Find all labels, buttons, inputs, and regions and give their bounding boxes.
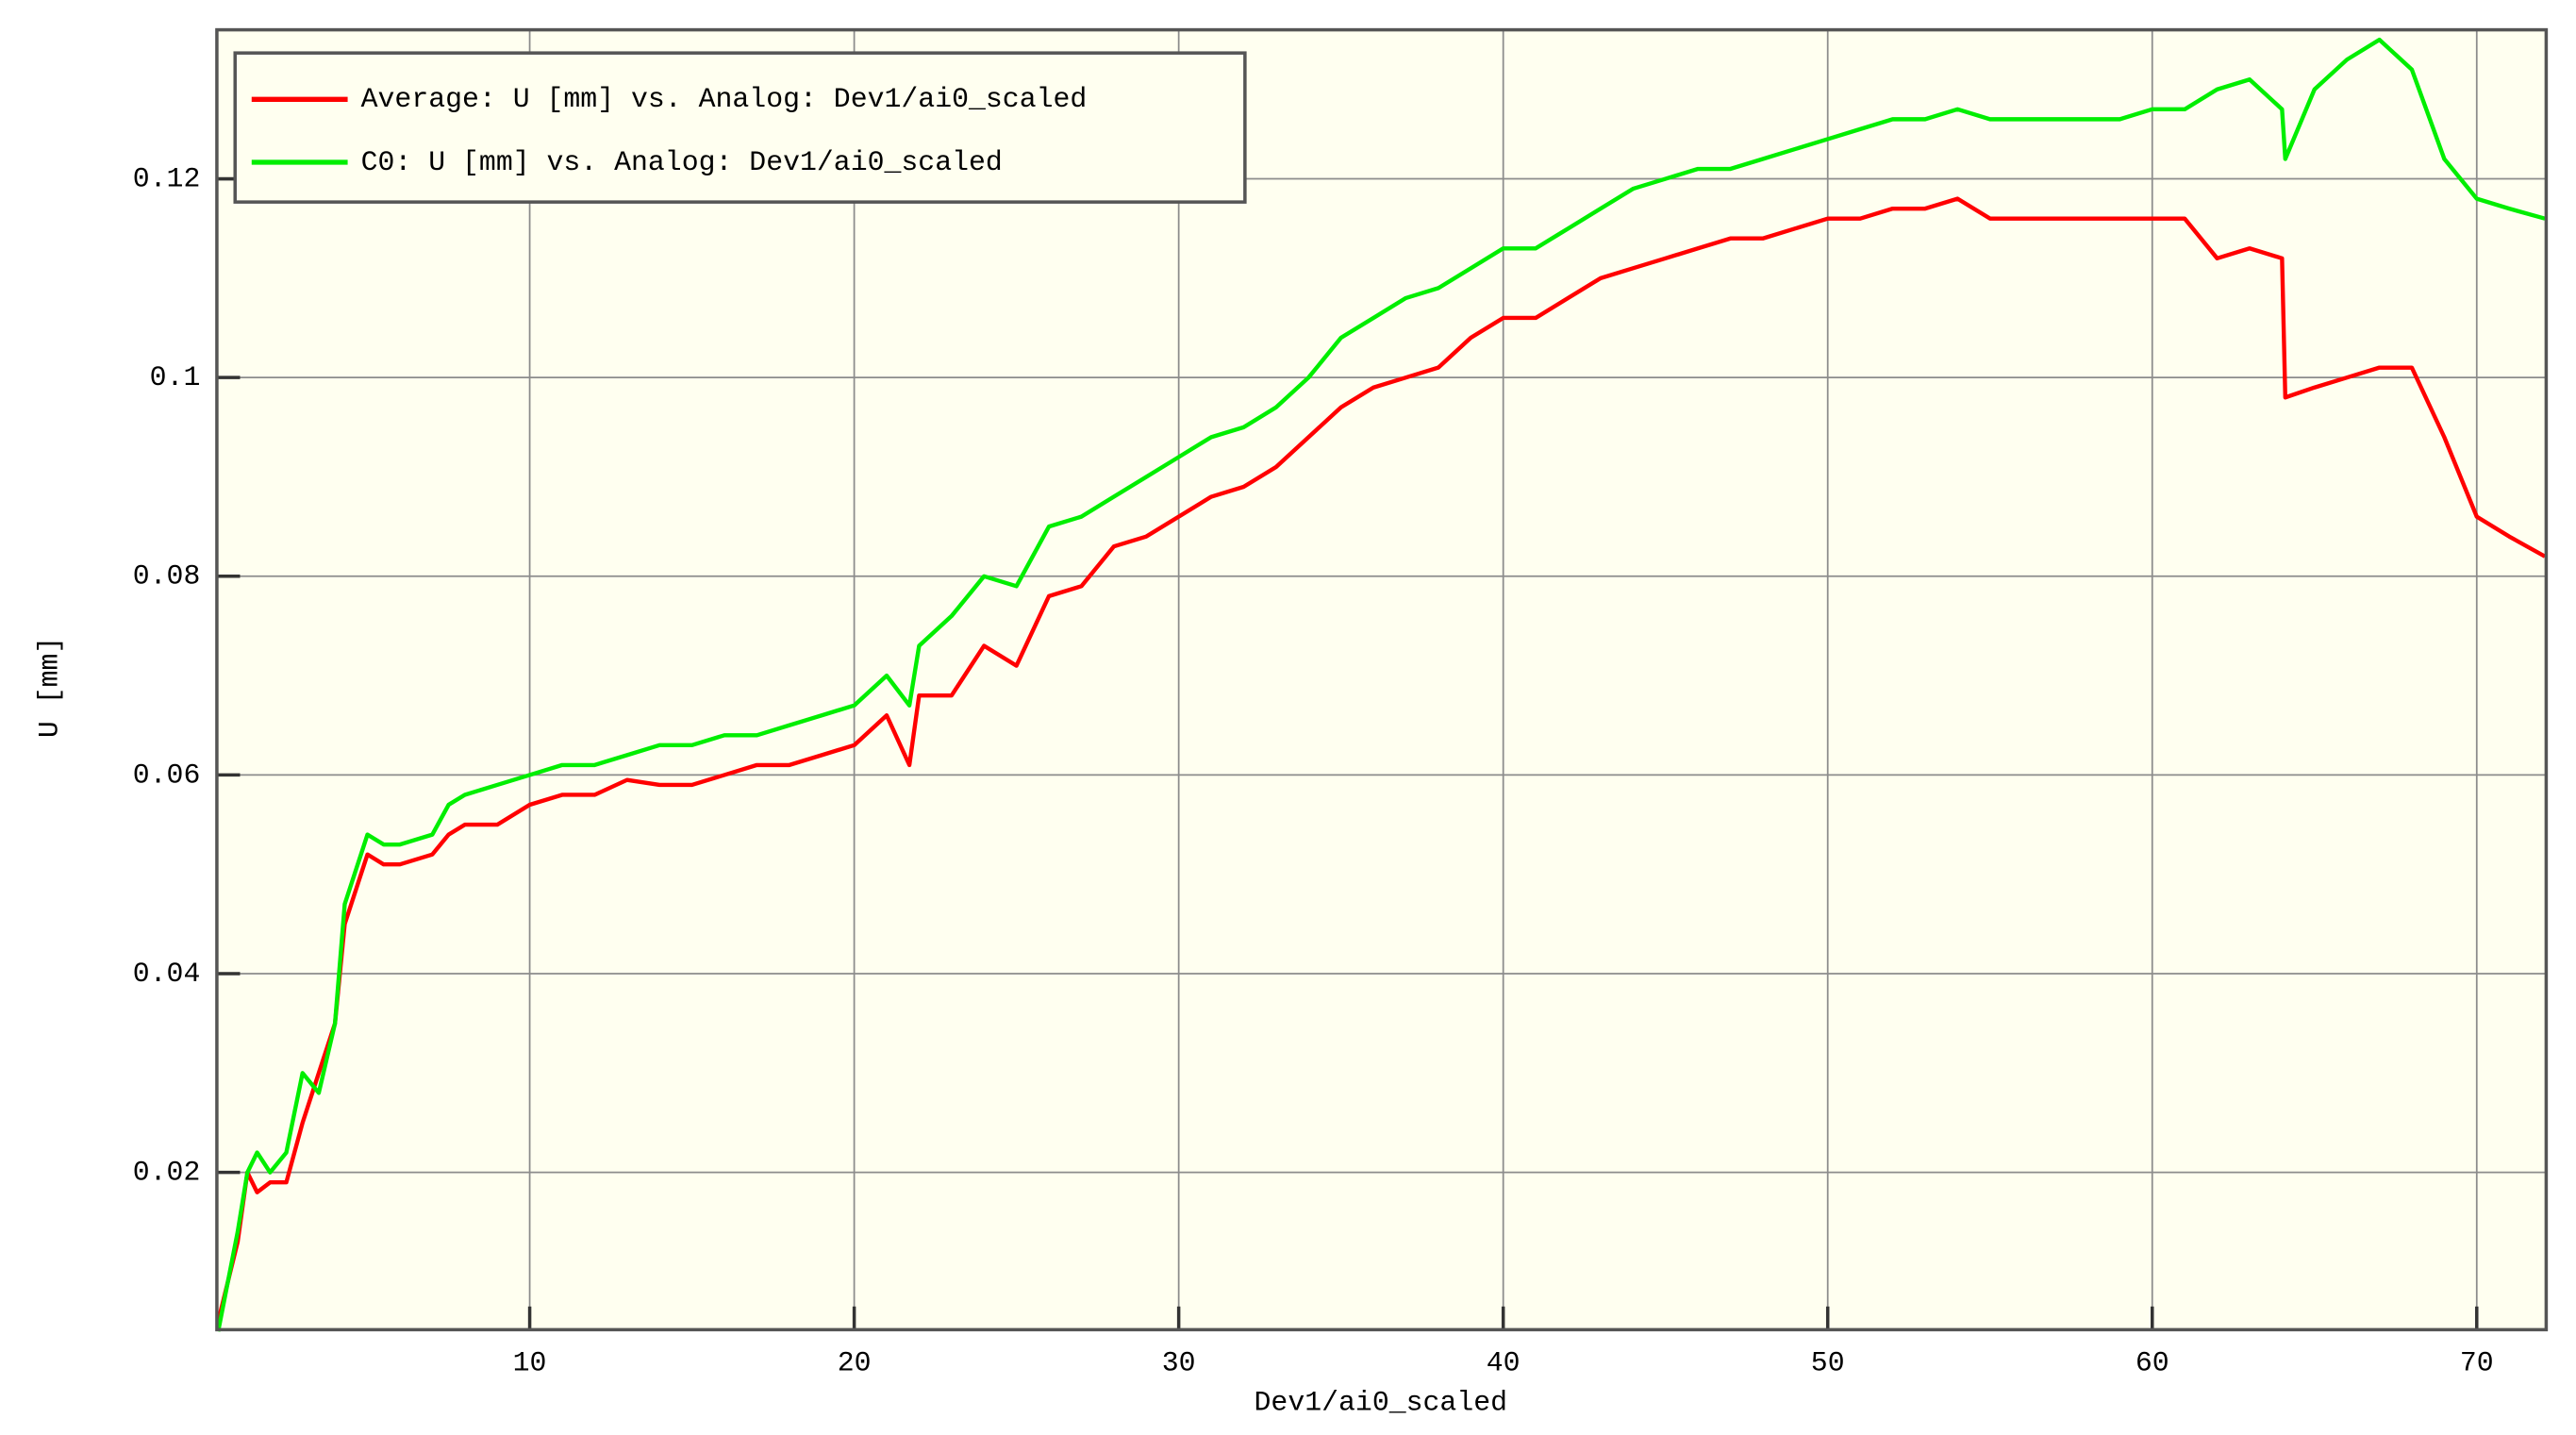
data-line <box>216 37 2546 1332</box>
x-tick-label: 40 <box>1487 1346 1521 1378</box>
y-tick-label: 0.08 <box>133 560 201 592</box>
data-line <box>216 196 2547 1323</box>
legend-label: Average: U [mm] vs. Analog: Dev1/ai0_sca… <box>361 83 1088 115</box>
y-tick-label: 0.04 <box>133 958 201 990</box>
x-tick-label: 70 <box>2460 1346 2494 1378</box>
plot-frame <box>215 27 2549 1332</box>
y-axis-label: U [mm] <box>34 637 66 738</box>
y-tick-label: 0.02 <box>133 1157 201 1189</box>
y-tick-label: 0.06 <box>133 759 201 791</box>
x-tick-label: 20 <box>838 1346 872 1378</box>
plot-area <box>216 29 2547 1330</box>
legend-label: C0: U [mm] vs. Analog: Dev1/ai0_scaled <box>361 146 1003 178</box>
y-tick-label: 0.1 <box>150 361 201 393</box>
y-tick-label: 0.12 <box>133 162 201 194</box>
legend-box <box>233 51 1247 204</box>
x-tick-label: 50 <box>1811 1346 1845 1378</box>
x-tick-label: 30 <box>1162 1346 1196 1378</box>
legend: Average: U [mm] vs. Analog: Dev1/ai0_sca… <box>233 51 1247 204</box>
x-axis-label: Dev1/ai0_scaled <box>1255 1386 1508 1418</box>
x-tick-label: 60 <box>2136 1346 2169 1378</box>
x-tick-label: 10 <box>513 1346 547 1378</box>
